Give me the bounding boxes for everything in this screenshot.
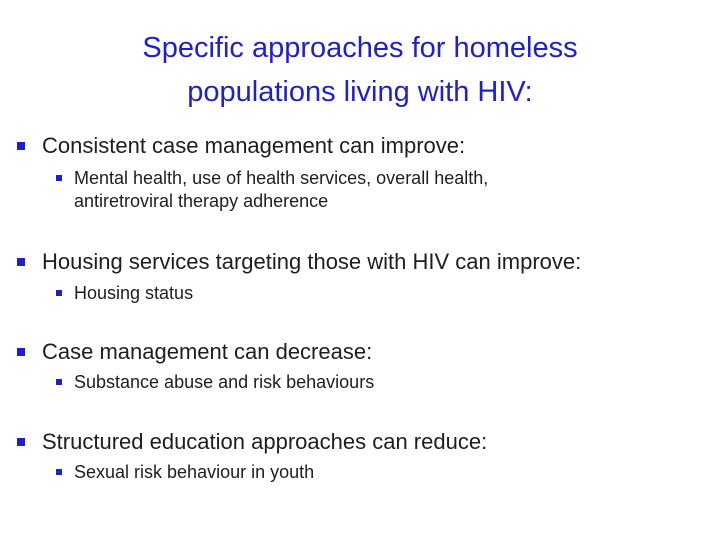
bullet-case-management-improve: Consistent case management can improve: — [42, 133, 466, 158]
bullet-housing-services: Housing services targeting those with HI… — [42, 249, 582, 274]
square-bullet-icon — [17, 258, 25, 266]
slide-title-line-1: Specific approaches for homeless — [142, 32, 578, 64]
square-bullet-icon — [56, 469, 62, 475]
square-bullet-icon — [17, 348, 25, 356]
square-bullet-icon — [56, 379, 62, 385]
sub-bullet-substance-abuse: Substance abuse and risk behaviours — [74, 372, 375, 392]
sub-bullet-mental-health-cont: antiretroviral therapy adherence — [74, 191, 329, 211]
square-bullet-icon — [56, 175, 62, 181]
bullet-case-management-decrease: Case management can decrease: — [42, 339, 373, 364]
slide-title: Specific approaches for homeless populat… — [0, 26, 720, 114]
sub-bullet-mental-health: Mental health, use of health services, o… — [74, 168, 489, 188]
sub-bullet-sexual-risk: Sexual risk behaviour in youth — [74, 462, 315, 482]
square-bullet-icon — [17, 438, 25, 446]
slide-title-line-2: populations living with HIV: — [187, 76, 533, 108]
sub-bullet-housing-status: Housing status — [74, 283, 194, 303]
square-bullet-icon — [17, 142, 25, 150]
square-bullet-icon — [56, 290, 62, 296]
bullet-structured-education: Structured education approaches can redu… — [42, 429, 488, 454]
